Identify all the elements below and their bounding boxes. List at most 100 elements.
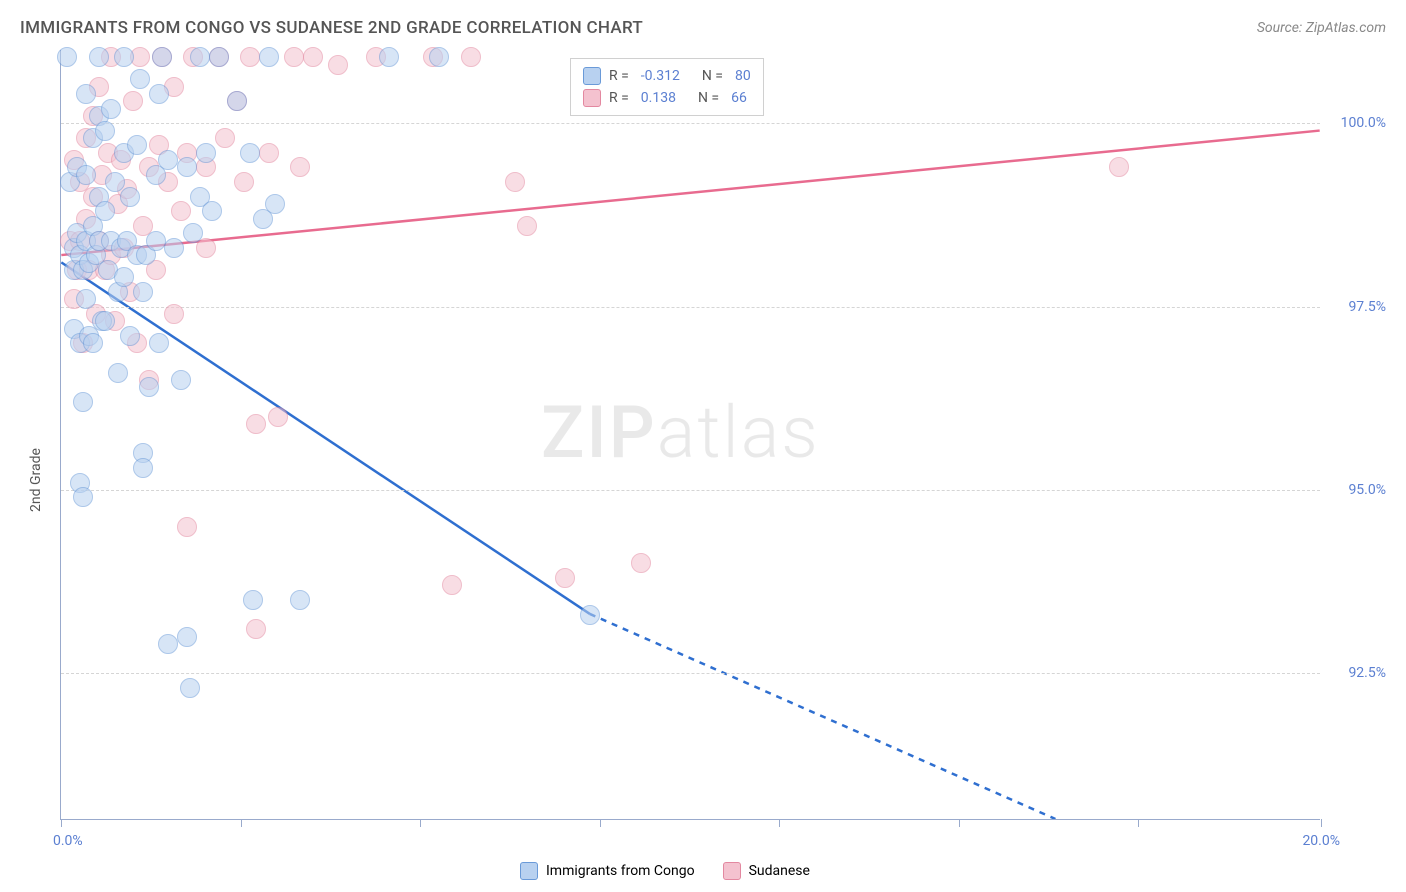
marker-congo (259, 47, 279, 67)
marker-congo (73, 487, 93, 507)
xtick (600, 819, 601, 827)
marker-congo (139, 377, 159, 397)
marker-congo (290, 590, 310, 610)
marker-congo (180, 678, 200, 698)
marker-congo (183, 223, 203, 243)
chart-title: IMMIGRANTS FROM CONGO VS SUDANESE 2ND GR… (20, 18, 643, 38)
marker-sudanese (442, 575, 462, 595)
marker-sudanese (246, 414, 266, 434)
marker-congo (149, 333, 169, 353)
xtick (420, 819, 421, 827)
congo-label: Immigrants from Congo (546, 863, 695, 879)
y-axis-title: 2nd Grade (28, 448, 44, 512)
scatter-plot: ZIPatlas 100.0%97.5%95.0%92.5%0.0%20.0% (60, 50, 1320, 820)
r-label: R = (609, 87, 629, 109)
marker-sudanese (259, 143, 279, 163)
marker-congo (240, 143, 260, 163)
series-legend: Immigrants from Congo Sudanese (520, 862, 810, 880)
gridline (61, 673, 1320, 674)
trend-lines (61, 50, 1320, 819)
n-label: N = (698, 87, 719, 109)
swatch-congo (583, 67, 601, 85)
marker-sudanese (284, 47, 304, 67)
marker-sudanese (517, 216, 537, 236)
marker-congo (76, 84, 96, 104)
swatch-congo (520, 862, 538, 880)
marker-sudanese (177, 517, 197, 537)
watermark-bold: ZIP (541, 390, 657, 475)
marker-sudanese (631, 553, 651, 573)
marker-congo (171, 370, 191, 390)
sudanese-r-value: 0.138 (641, 87, 676, 109)
marker-congo (95, 201, 115, 221)
marker-congo (196, 143, 216, 163)
xtick (1321, 819, 1322, 827)
marker-congo (133, 282, 153, 302)
marker-congo (265, 194, 285, 214)
marker-congo (133, 458, 153, 478)
ytick-label: 97.5% (1348, 299, 1386, 315)
marker-congo (108, 363, 128, 383)
marker-congo (379, 47, 399, 67)
xtick (1138, 819, 1139, 827)
marker-congo (114, 267, 134, 287)
marker-congo (190, 47, 210, 67)
marker-congo (57, 47, 77, 67)
xlabel-right: 20.0% (1302, 833, 1340, 849)
marker-sudanese (123, 91, 143, 111)
xlabel-left: 0.0% (53, 833, 83, 849)
ytick-label: 95.0% (1348, 482, 1386, 498)
marker-congo (158, 634, 178, 654)
marker-congo (149, 84, 169, 104)
marker-congo (95, 121, 115, 141)
marker-congo (83, 333, 103, 353)
marker-congo (76, 289, 96, 309)
ytick-label: 100.0% (1341, 115, 1386, 131)
marker-congo (95, 311, 115, 331)
swatch-sudanese (723, 862, 741, 880)
marker-congo (177, 157, 197, 177)
marker-sudanese (234, 172, 254, 192)
xtick (779, 819, 780, 827)
ytick-label: 92.5% (1348, 665, 1386, 681)
watermark: ZIPatlas (541, 390, 820, 475)
marker-sudanese (246, 619, 266, 639)
marker-congo (243, 590, 263, 610)
correlation-legend: R = -0.312 N = 80 R = 0.138 N = 66 (570, 58, 764, 116)
marker-sudanese (303, 47, 323, 67)
gridline (61, 123, 1320, 124)
gridline (61, 307, 1320, 308)
marker-sudanese (290, 157, 310, 177)
marker-congo (158, 150, 178, 170)
marker-congo (73, 392, 93, 412)
n-label: N = (702, 65, 723, 87)
marker-congo (76, 165, 96, 185)
swatch-sudanese (583, 89, 601, 107)
legend-row-congo: R = -0.312 N = 80 (583, 65, 751, 87)
marker-congo (114, 47, 134, 67)
marker-congo (127, 135, 147, 155)
xtick (959, 819, 960, 827)
marker-congo (209, 47, 229, 67)
sudanese-n-value: 66 (731, 87, 747, 109)
marker-sudanese (215, 128, 235, 148)
sudanese-label: Sudanese (749, 863, 810, 879)
marker-sudanese (461, 47, 481, 67)
marker-congo (105, 172, 125, 192)
marker-congo (227, 91, 247, 111)
marker-sudanese (268, 407, 288, 427)
xtick (241, 819, 242, 827)
source-text: Source: ZipAtlas.com (1257, 20, 1386, 36)
xtick (61, 819, 62, 827)
watermark-rest: atlas (657, 390, 820, 475)
marker-congo (146, 231, 166, 251)
marker-sudanese (1109, 157, 1129, 177)
marker-congo (580, 605, 600, 625)
marker-sudanese (505, 172, 525, 192)
congo-r-value: -0.312 (641, 65, 680, 87)
marker-congo (120, 187, 140, 207)
marker-sudanese (240, 47, 260, 67)
marker-congo (120, 326, 140, 346)
marker-sudanese (328, 55, 348, 75)
marker-congo (152, 47, 172, 67)
